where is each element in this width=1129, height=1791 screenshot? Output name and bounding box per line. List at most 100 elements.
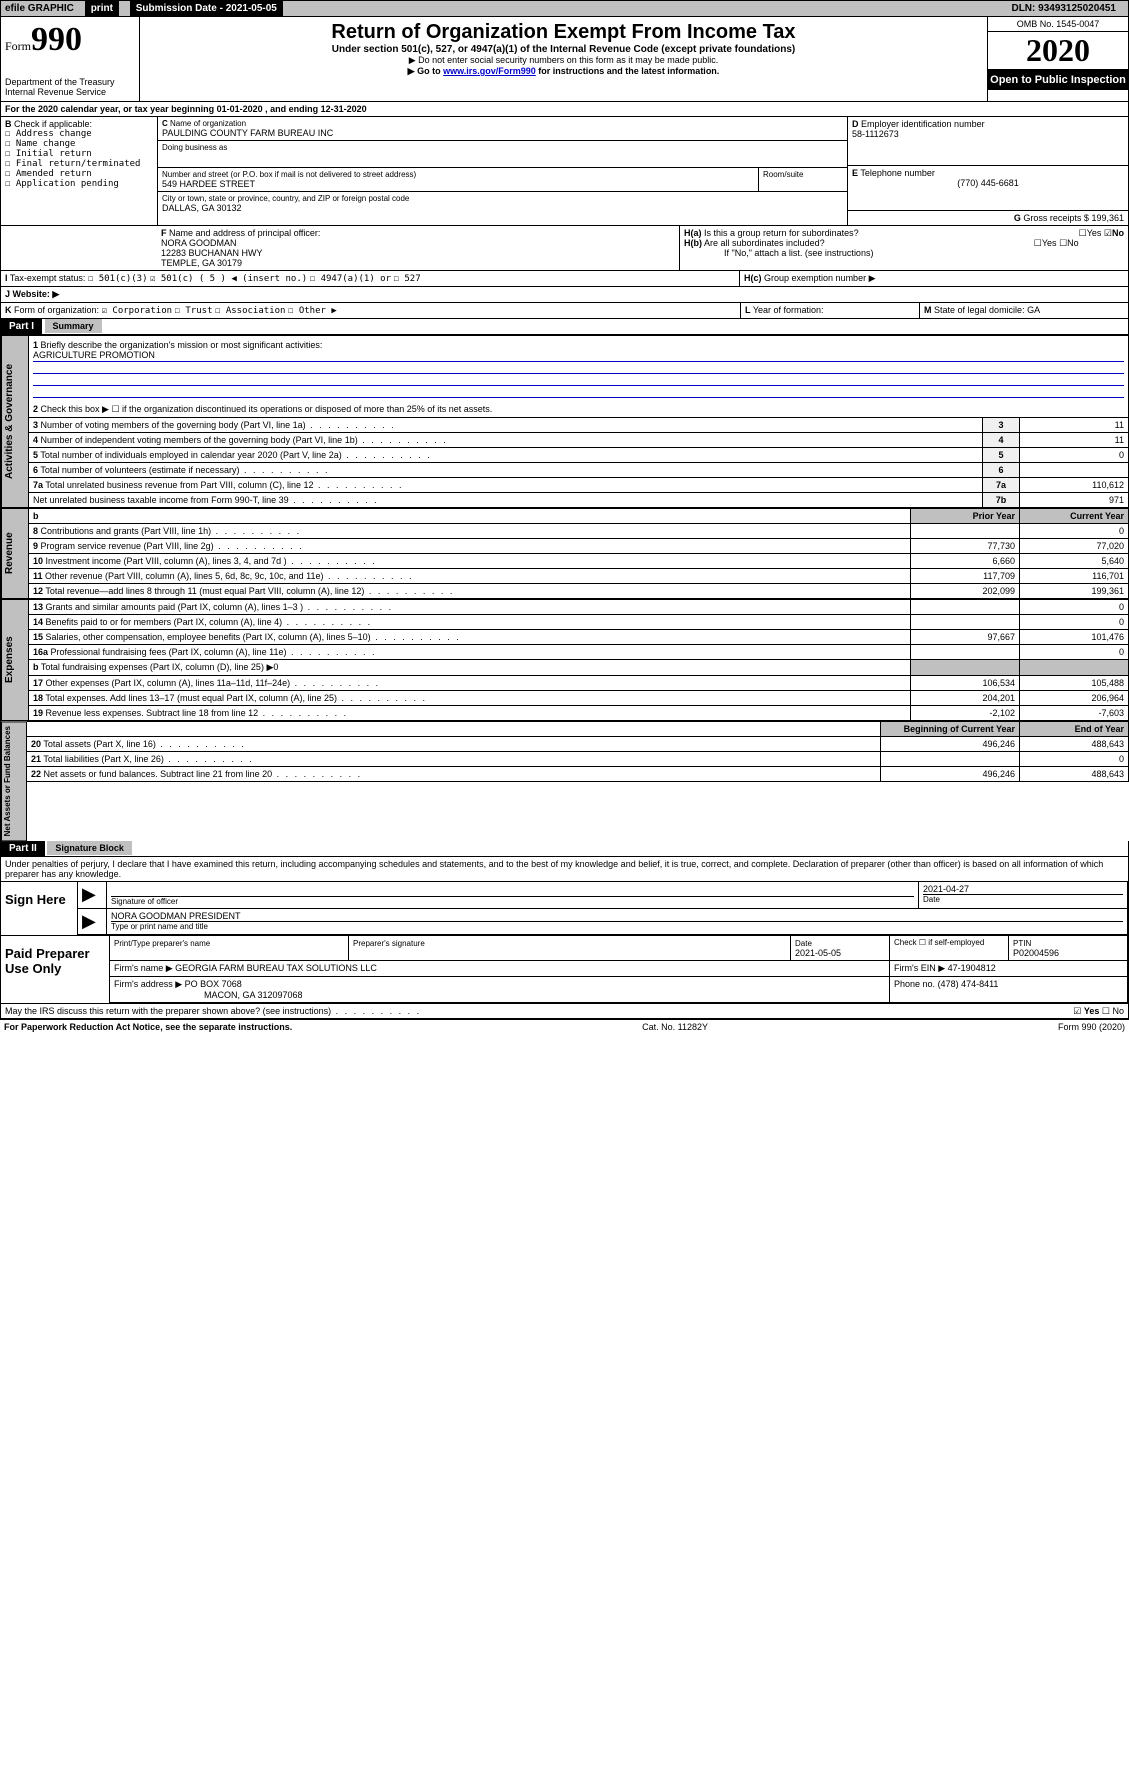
chk-501c3[interactable]: ☐ 501(c)(3)	[88, 274, 148, 284]
chk-app-pending[interactable]: ☐ Application pending	[5, 179, 153, 189]
paid-preparer-label: Paid Preparer Use Only	[1, 936, 110, 1003]
ssn-note: ▶ Do not enter social security numbers o…	[144, 55, 983, 66]
firm-phone-label: Phone no.	[894, 979, 935, 989]
perjury-statement: Under penalties of perjury, I declare th…	[0, 857, 1129, 882]
table-row: 11 Other revenue (Part VIII, column (A),…	[29, 569, 1129, 584]
table-row: 10 Investment income (Part VIII, column …	[29, 554, 1129, 569]
table-row: 16a Professional fundraising fees (Part …	[29, 645, 1129, 660]
org-name: PAULDING COUNTY FARM BUREAU INC	[162, 128, 843, 138]
gross-receipts: G Gross receipts $ 199,361	[1014, 213, 1124, 223]
sig-date: 2021-04-27	[923, 884, 1123, 894]
chk-initial-return[interactable]: ☐ Initial return	[5, 149, 153, 159]
sign-arrow-icon: ▶	[78, 882, 107, 909]
efile-label: efile GRAPHIC	[5, 3, 74, 14]
tab-governance: Activities & Governance	[1, 335, 29, 508]
footer-right: Form 990 (2020)	[1058, 1022, 1125, 1032]
period-row: For the 2020 calendar year, or tax year …	[0, 102, 1129, 117]
ein-value: 58-1112673	[852, 129, 1124, 139]
box-b-label: B Check if applicable:	[5, 119, 153, 129]
mission-text: AGRICULTURE PROMOTION	[33, 350, 1124, 362]
firm-name-label: Firm's name ▶	[114, 963, 173, 973]
table-row: 22 Net assets or fund balances. Subtract…	[27, 767, 1129, 782]
officer-addr2: TEMPLE, GA 30179	[161, 258, 675, 268]
omb-number: OMB No. 1545-0047	[988, 17, 1128, 32]
footer-left: For Paperwork Reduction Act Notice, see …	[4, 1022, 292, 1032]
officer-name: NORA GOODMAN	[161, 238, 675, 248]
table-row: Net unrelated business taxable income fr…	[29, 493, 1129, 508]
revenue-table: b Prior Year Current Year 8 Contribution…	[29, 508, 1129, 599]
tab-revenue: Revenue	[1, 508, 29, 599]
irs-link[interactable]: www.irs.gov/Form990	[443, 66, 536, 76]
chk-final-return[interactable]: ☐ Final return/terminated	[5, 159, 153, 169]
line2: 2 Check this box ▶ ☐ if the organization…	[33, 404, 1124, 415]
firm-name: GEORGIA FARM BUREAU TAX SOLUTIONS LLC	[175, 963, 377, 973]
table-row: 18 Total expenses. Add lines 13–17 (must…	[29, 691, 1129, 706]
table-row: 3 Number of voting members of the govern…	[29, 418, 1129, 433]
exempt-label: I Tax-exempt status:	[5, 273, 85, 283]
paid-preparer-block: Paid Preparer Use Only Print/Type prepar…	[0, 936, 1129, 1004]
tab-expenses: Expenses	[1, 599, 29, 721]
part1-header: Part I	[1, 319, 42, 334]
state-domicile: M State of legal domicile: GA	[920, 303, 1128, 318]
h-b-note: If "No," attach a list. (see instruction…	[684, 248, 1124, 258]
prep-date: 2021-05-05	[795, 948, 841, 958]
table-row: 4 Number of independent voting members o…	[29, 433, 1129, 448]
table-row: 20 Total assets (Part X, line 16)496,246…	[27, 737, 1129, 752]
chk-4947[interactable]: ☐ 4947(a)(1) or	[310, 274, 391, 284]
sign-here-block: Sign Here ▶ Signature of officer 2021-04…	[0, 882, 1129, 936]
table-row: 6 Total number of volunteers (estimate i…	[29, 463, 1129, 478]
table-row: 5 Total number of individuals employed i…	[29, 448, 1129, 463]
irs-discuss-row: May the IRS discuss this return with the…	[0, 1004, 1129, 1019]
table-row: 12 Total revenue—add lines 8 through 11 …	[29, 584, 1129, 599]
self-employed-check[interactable]: Check ☐ if self-employed	[890, 936, 1009, 961]
addr-label: Number and street (or P.O. box if mail i…	[162, 170, 754, 179]
chk-501c[interactable]: ☑ 501(c) ( 5 ) ◀ (insert no.)	[150, 274, 307, 284]
city-state-zip: DALLAS, GA 30132	[162, 203, 843, 213]
table-row: 8 Contributions and grants (Part VIII, l…	[29, 524, 1129, 539]
chk-name-change[interactable]: ☐ Name change	[5, 139, 153, 149]
footer-mid: Cat. No. 11282Y	[642, 1022, 708, 1032]
chk-amended[interactable]: ☐ Amended return	[5, 169, 153, 179]
chk-other[interactable]: ☐ Other ▶	[288, 306, 337, 316]
table-row: 7a Total unrelated business revenue from…	[29, 478, 1129, 493]
firm-addr1: PO BOX 7068	[185, 979, 242, 989]
part1-title: Summary	[45, 319, 102, 333]
discuss-answer[interactable]: ☑ Yes ☐ No	[1073, 1006, 1124, 1017]
city-label: City or town, state or province, country…	[162, 194, 843, 203]
prep-sig-label: Preparer's signature	[353, 939, 425, 948]
top-toolbar: efile GRAPHIC print Submission Date - 20…	[0, 0, 1129, 17]
table-row: 21 Total liabilities (Part X, line 26)0	[27, 752, 1129, 767]
sign-here-label: Sign Here	[1, 882, 78, 935]
table-row: 15 Salaries, other compensation, employe…	[29, 630, 1129, 645]
officer-print-name: NORA GOODMAN PRESIDENT	[111, 911, 1123, 921]
page-footer: For Paperwork Reduction Act Notice, see …	[0, 1019, 1129, 1034]
officer-label: F Name and address of principal officer:	[161, 228, 675, 238]
submission-date: Submission Date - 2021-05-05	[130, 1, 283, 16]
form-title: Return of Organization Exempt From Incom…	[144, 21, 983, 44]
ptin-label: PTIN	[1013, 939, 1031, 948]
ptin-value: P02004596	[1013, 948, 1059, 958]
tab-netassets: Net Assets or Fund Balances	[1, 721, 27, 841]
chk-address-change[interactable]: ☐ Address change	[5, 129, 153, 139]
officer-addr1: 12283 BUCHANAN HWY	[161, 248, 675, 258]
dln: DLN: 93493125020451	[1011, 3, 1116, 14]
form-number: Form990	[5, 21, 135, 59]
chk-trust[interactable]: ☐ Trust	[175, 306, 213, 316]
print-button[interactable]: print	[85, 1, 119, 16]
h-c: H(c) Group exemption number ▶	[744, 273, 876, 283]
form-subtitle: Under section 501(c), 527, or 4947(a)(1)…	[144, 44, 983, 55]
ein-label: D Employer identification number	[852, 119, 1124, 129]
prep-name-label: Print/Type preparer's name	[114, 939, 210, 948]
firm-ein-label: Firm's EIN ▶	[894, 963, 945, 973]
chk-corp[interactable]: ☑ Corporation	[102, 306, 172, 316]
chk-assoc[interactable]: ☐ Association	[215, 306, 285, 316]
room-label: Room/suite	[763, 170, 843, 179]
year-formation: L Year of formation:	[741, 303, 920, 318]
h-a: H(a) Is this a group return for subordin…	[684, 228, 1124, 238]
part2-header: Part II	[1, 841, 45, 856]
form-header: Form990 Department of the Treasury Inter…	[0, 17, 1129, 102]
chk-527[interactable]: ☐ 527	[394, 274, 421, 284]
firm-ein: 47-1904812	[948, 963, 996, 973]
part2-title: Signature Block	[47, 841, 132, 855]
table-row: 14 Benefits paid to or for members (Part…	[29, 615, 1129, 630]
